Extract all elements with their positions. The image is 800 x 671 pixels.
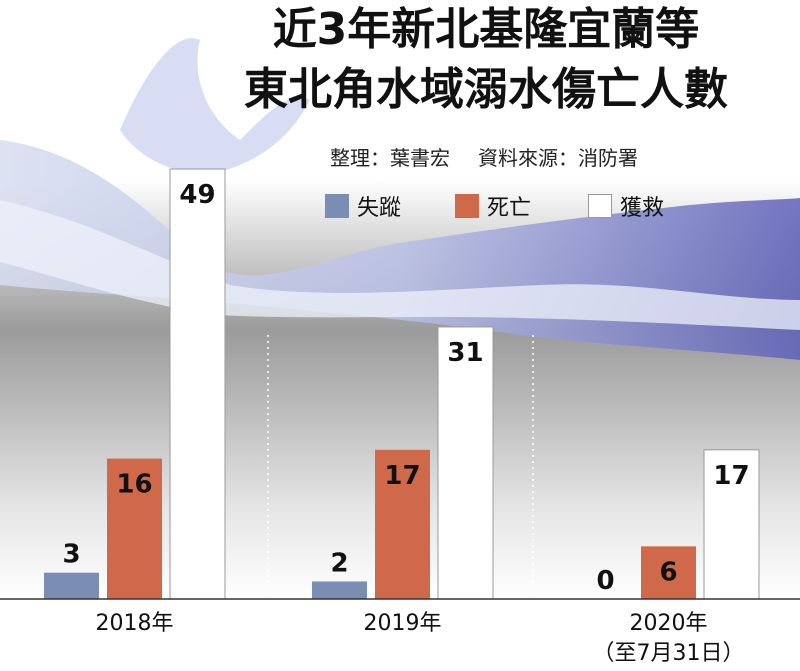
value-label-rescued-3: 17 xyxy=(713,461,749,491)
legend-item-dead: 死亡 xyxy=(455,190,531,222)
legend-label-rescued: 獲救 xyxy=(620,196,665,221)
bars-group: 3 16 49 2 17 31 0 6 17 xyxy=(44,168,760,600)
bar-dead-3 xyxy=(641,546,696,599)
value-label-missing-2: 2 xyxy=(330,548,348,578)
bar-dead-1 xyxy=(107,458,162,599)
legend-swatch-dead xyxy=(455,194,479,218)
x-axis-labels: 2018年 2019年 2020年 （至7月31日） xyxy=(96,611,745,666)
x-tick-label-3: 2020年 xyxy=(630,611,708,636)
bar-rescued-2 xyxy=(437,326,494,600)
value-label-missing-3: 0 xyxy=(596,566,614,596)
legend-label-missing: 失蹤 xyxy=(357,196,402,221)
legend-label-dead: 死亡 xyxy=(487,196,532,221)
legend-item-rescued: 獲救 xyxy=(588,190,664,222)
bar-missing-1 xyxy=(44,572,99,599)
legend-swatch-missing xyxy=(325,194,349,218)
credits: 整理：葉書宏 資料來源：消防署 xyxy=(330,142,666,171)
value-label-rescued-2: 31 xyxy=(447,338,483,368)
x-tick-label-2: 2019年 xyxy=(364,611,442,636)
bar-dead-2 xyxy=(375,449,430,599)
water-splash xyxy=(120,38,310,175)
bar-rescued-3 xyxy=(703,449,760,600)
chart-title-line-2: 東北角水域溺水傷亡人數 xyxy=(244,64,728,115)
value-label-dead-3: 6 xyxy=(659,557,677,587)
credit-source: 資料來源：消防署 xyxy=(478,146,638,170)
value-label-dead-1: 16 xyxy=(116,470,152,500)
x-tick-note-3: （至7月31日） xyxy=(593,641,745,666)
bar-missing-2 xyxy=(312,581,367,599)
bar-rescued-1 xyxy=(169,168,226,600)
value-label-dead-2: 17 xyxy=(384,461,420,491)
legend-swatch-rescued xyxy=(588,194,612,218)
chart-title-line-1: 近3年新北基隆宜蘭等 xyxy=(272,4,700,55)
legend-item-missing: 失蹤 xyxy=(325,190,401,222)
value-label-rescued-1: 49 xyxy=(179,180,215,210)
credit-editor: 整理：葉書宏 xyxy=(330,146,450,170)
value-label-missing-1: 3 xyxy=(62,540,80,570)
x-tick-label-1: 2018年 xyxy=(96,611,174,636)
